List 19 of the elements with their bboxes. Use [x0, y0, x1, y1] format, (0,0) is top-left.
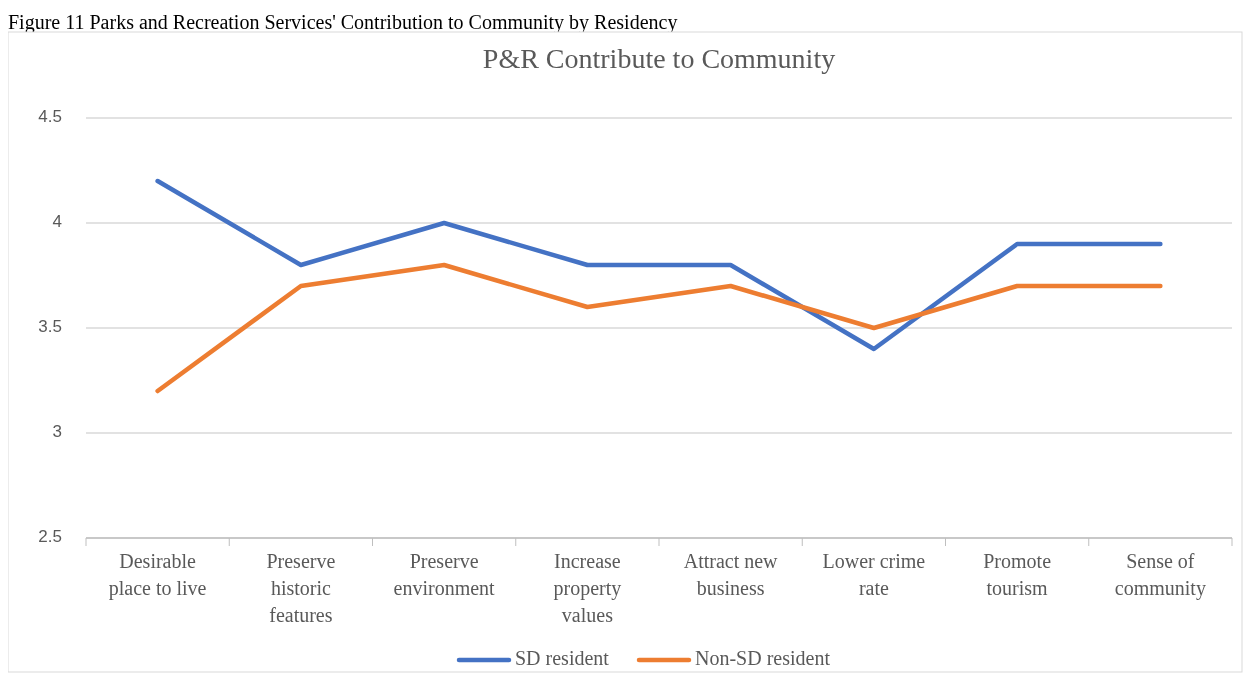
caption: Figure 11 Parks and Recreation Services' Contribution to Community by Residency — [8, 10, 678, 34]
legend-label: SD resident — [515, 646, 610, 669]
x-tick-label: Attract new business — [683, 550, 779, 599]
x-tick-label: Desirable place to live — [108, 550, 207, 600]
x-tick-label: Preserve environment — [393, 550, 496, 599]
x-tick-label: Lower crime rate — [822, 550, 926, 599]
legend-label: Non-SD resident — [695, 646, 831, 669]
x-tick-label: Promote tourism — [983, 550, 1052, 599]
y-tick-label: 2.5 — [38, 527, 62, 547]
chart-title: P&R Contribute to Community — [482, 43, 836, 74]
x-tick-label: Increase property values — [553, 550, 622, 626]
x-tick-label: Preserve historic features — [266, 550, 336, 626]
y-tick-label: 4 — [52, 212, 62, 232]
line-series — [155, 262, 1163, 394]
line-series — [155, 178, 1163, 352]
x-tick-label: Sense of community — [1114, 550, 1206, 600]
y-tick-label: 3 — [52, 422, 62, 442]
y-tick-label: 4.5 — [38, 107, 62, 127]
y-tick-label: 3.5 — [38, 317, 62, 337]
